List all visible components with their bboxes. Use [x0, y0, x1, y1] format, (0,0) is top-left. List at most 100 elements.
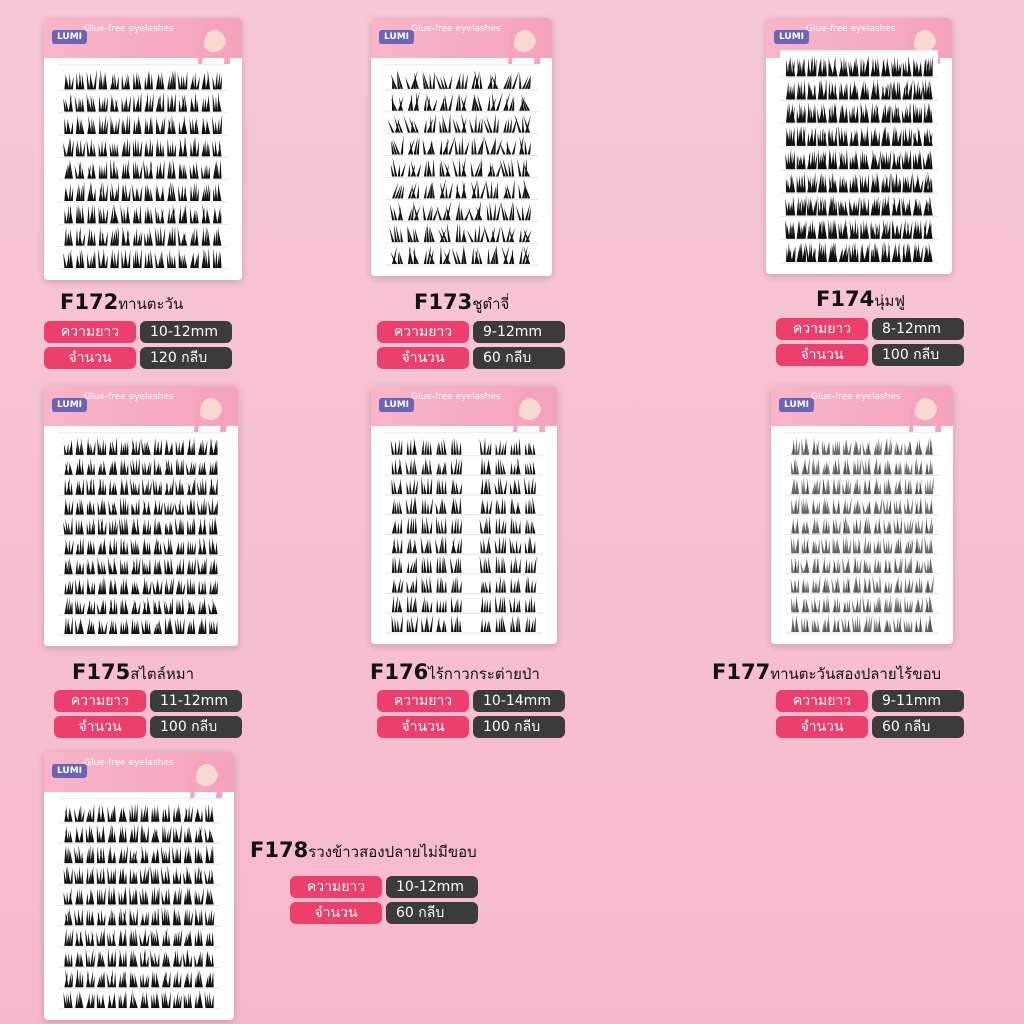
lash-strand: [86, 892, 89, 905]
lash-strand: [169, 143, 172, 157]
lash-strand: [803, 220, 807, 239]
lash-strand: [813, 83, 817, 100]
lash-strand: [120, 929, 123, 946]
lash-strand: [63, 142, 67, 157]
lash-row: [390, 157, 531, 177]
lash-strand: [498, 440, 501, 455]
lash-strand: [827, 462, 831, 475]
quantity-label: จำนวน: [377, 716, 469, 738]
lash-strand: [203, 183, 208, 201]
lash-strand: [81, 521, 84, 535]
lash-strand: [399, 457, 403, 475]
lash-strand: [126, 463, 129, 475]
lash-strand: [121, 231, 124, 246]
lash-row: [791, 476, 935, 495]
lash-strand: [186, 622, 190, 634]
lash-strand: [790, 461, 794, 475]
lash-strand: [837, 576, 841, 593]
lash-strand: [166, 502, 170, 515]
lash-strand: [168, 578, 172, 595]
lash-strand: [486, 535, 490, 554]
lash-strand: [852, 439, 856, 455]
lash-row: [63, 865, 214, 884]
lash-strand: [865, 176, 868, 193]
lash-strand: [185, 995, 189, 1008]
lash-strand: [824, 174, 827, 193]
lash-strand: [104, 255, 108, 268]
lash-strand: [130, 538, 134, 555]
lash-strand: [796, 109, 799, 123]
lash-strand: [144, 441, 147, 455]
lash-strand: [432, 181, 435, 199]
lash-strand: [74, 869, 78, 884]
lash-strand: [823, 127, 827, 146]
lash-strand: [144, 461, 147, 475]
lash-strand: [219, 159, 222, 179]
lash-strand: [429, 600, 433, 613]
lash-strand: [192, 76, 195, 90]
lash-strand: [429, 614, 434, 632]
lash-strand: [907, 127, 911, 146]
lash-strand: [430, 138, 435, 155]
lash-strand: [441, 440, 444, 455]
lash-strand: [204, 596, 207, 615]
lash-strand: [916, 580, 919, 593]
lash-strand: [913, 131, 917, 146]
length-label: ความยาว: [776, 690, 868, 712]
lash-strand: [841, 127, 844, 146]
lash-strand: [515, 555, 518, 573]
lash-strand: [97, 542, 101, 555]
length-row: ความยาว 11-12mm: [54, 690, 242, 712]
lash-strand: [123, 808, 127, 822]
lash-strand: [102, 913, 106, 926]
lash-strand: [155, 206, 159, 224]
lash-strand: [474, 70, 480, 89]
lash-strand: [482, 498, 486, 514]
lash-strand: [66, 847, 69, 864]
lash-strand: [835, 132, 838, 146]
lash-strand: [412, 477, 416, 495]
lash-strand: [895, 102, 899, 123]
lash-strand: [391, 498, 395, 514]
lash-strand: [486, 443, 490, 455]
lash-strand: [137, 601, 141, 615]
lash-strand: [169, 616, 174, 634]
lash-strand: [832, 442, 835, 455]
lash-strand: [461, 113, 467, 133]
lash-strand: [162, 185, 165, 201]
lash-strand: [819, 172, 822, 193]
lash-strand: [903, 86, 907, 100]
model-face-icon: [909, 391, 942, 432]
lash-strand: [100, 932, 104, 946]
lash-strand: [155, 73, 159, 90]
lash-strand: [907, 463, 911, 475]
lash-strand: [515, 205, 522, 221]
lash-strand: [64, 226, 67, 246]
lash-strand: [110, 579, 114, 595]
lash-strand: [930, 522, 934, 534]
product-code: F178: [250, 838, 309, 862]
lash-strand: [66, 76, 69, 90]
lash-strand: [464, 73, 469, 89]
lash-strand: [188, 871, 193, 884]
lash-strand: [81, 870, 84, 884]
lash-strand: [463, 246, 467, 264]
lash-strand: [65, 968, 69, 988]
lash-strand: [918, 86, 921, 100]
lash-strand: [190, 582, 194, 595]
lash-strand: [449, 556, 454, 573]
lash-strand: [837, 440, 841, 455]
lash-strand: [112, 228, 116, 246]
lash-strand: [177, 477, 181, 495]
lash-strand: [812, 149, 815, 170]
lash-strand: [203, 97, 206, 112]
lash-strand: [445, 200, 452, 221]
lash-strand: [833, 502, 837, 514]
lash-strand: [137, 457, 140, 475]
lash-strand: [876, 580, 880, 593]
lash-strand: [894, 461, 897, 475]
lash-strand: [111, 439, 116, 455]
lash-strand: [469, 119, 474, 133]
quantity-label: จำนวน: [290, 902, 382, 924]
lash-strand: [490, 226, 496, 243]
